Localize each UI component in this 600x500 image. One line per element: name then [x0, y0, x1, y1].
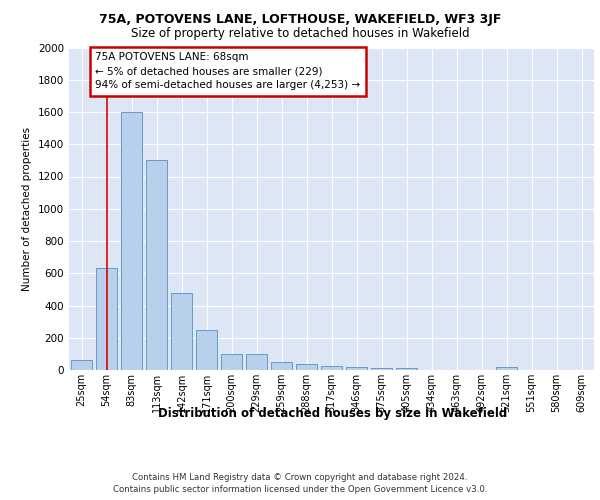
- Bar: [71, 360, 92, 370]
- Bar: [496, 367, 517, 370]
- Bar: [321, 366, 342, 370]
- Bar: [271, 362, 292, 370]
- Bar: [121, 112, 142, 370]
- Bar: [146, 160, 167, 370]
- Bar: [396, 368, 417, 370]
- Bar: [96, 268, 117, 370]
- Text: 75A POTOVENS LANE: 68sqm
← 5% of detached houses are smaller (229)
94% of semi-d: 75A POTOVENS LANE: 68sqm ← 5% of detache…: [95, 52, 361, 90]
- Text: Distribution of detached houses by size in Wakefield: Distribution of detached houses by size …: [158, 408, 508, 420]
- Bar: [246, 354, 267, 370]
- Bar: [221, 354, 242, 370]
- Y-axis label: Number of detached properties: Number of detached properties: [22, 126, 32, 291]
- Bar: [171, 292, 192, 370]
- Text: Contains public sector information licensed under the Open Government Licence v3: Contains public sector information licen…: [113, 485, 487, 494]
- Bar: [371, 368, 392, 370]
- Text: 75A, POTOVENS LANE, LOFTHOUSE, WAKEFIELD, WF3 3JF: 75A, POTOVENS LANE, LOFTHOUSE, WAKEFIELD…: [99, 12, 501, 26]
- Bar: [346, 367, 367, 370]
- Bar: [196, 330, 217, 370]
- Bar: [296, 364, 317, 370]
- Text: Contains HM Land Registry data © Crown copyright and database right 2024.: Contains HM Land Registry data © Crown c…: [132, 472, 468, 482]
- Text: Size of property relative to detached houses in Wakefield: Size of property relative to detached ho…: [131, 28, 469, 40]
